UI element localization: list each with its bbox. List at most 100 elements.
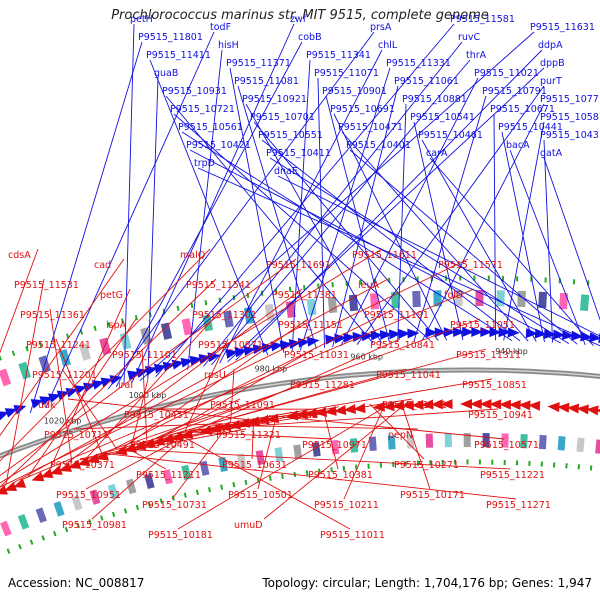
composition-box-outer — [18, 361, 32, 380]
forward-leader-line — [261, 139, 521, 342]
forward-leader-line — [503, 121, 545, 341]
reverse-leader-line — [64, 288, 303, 466]
green-marker — [232, 482, 236, 488]
green-marker — [76, 522, 80, 529]
reverse-leader-line — [343, 402, 386, 500]
green-marker — [487, 275, 490, 281]
reverse-gene-label: P9515_10731 — [142, 500, 207, 511]
reverse-gene-label: P9515_11381 — [272, 290, 337, 301]
forward-gene-label: P9515_10461 — [418, 130, 483, 141]
green-marker — [207, 487, 212, 493]
reverse-leader-line — [12, 278, 389, 484]
green-marker — [318, 468, 321, 474]
reverse-gene-label: P9515_11051 — [450, 320, 515, 331]
reverse-gene-label: udk — [38, 400, 56, 411]
forward-gene-arrow — [443, 327, 456, 338]
forward-gene-arrow — [407, 328, 420, 339]
reverse-gene-label: P9515_10211 — [314, 500, 379, 511]
composition-box-outer — [99, 337, 112, 356]
reverse-leader-line — [263, 401, 409, 520]
reverse-gene-label: P9515_11221 — [480, 470, 545, 481]
reverse-leader-line — [108, 308, 395, 452]
forward-gene-label: P9515_10471 — [338, 122, 403, 133]
reverse-gene-label: cad — [94, 260, 111, 271]
reverse-gene-label: P9515_11611 — [352, 250, 417, 261]
green-marker — [6, 548, 11, 554]
reverse-leader-line — [176, 433, 351, 530]
reverse-leader-line — [0, 248, 383, 484]
forward-leader-line — [107, 31, 375, 390]
forward-gene-arrow — [225, 348, 239, 359]
reverse-gene-label: cdsA — [8, 250, 31, 261]
forward-leader-line — [45, 31, 215, 408]
forward-gene-arrow — [552, 329, 566, 340]
green-marker — [552, 462, 556, 468]
reverse-gene-label: P9515_11041 — [376, 370, 441, 381]
forward-gene-label: P9515_11061 — [394, 76, 459, 87]
reverse-gene-label: malQ — [180, 250, 205, 261]
forward-leader-line — [211, 59, 471, 366]
forward-leader-line — [397, 103, 407, 342]
forward-gene-arrow — [453, 327, 466, 338]
reverse-gene-arrow — [489, 399, 502, 410]
forward-leader-line — [349, 149, 578, 345]
reverse-gene-arrow — [353, 403, 366, 414]
green-marker — [64, 526, 69, 533]
green-marker — [379, 462, 383, 468]
kbp-tick-label: 1000 kbp — [129, 391, 167, 400]
reverse-gene-arrow — [557, 402, 570, 413]
forward-gene-label: P9515_10921 — [242, 94, 307, 105]
green-marker — [429, 460, 432, 466]
forward-gene-label: P9515_10421 — [186, 140, 251, 151]
reverse-leader-line — [215, 424, 419, 430]
green-marker — [572, 279, 576, 285]
composition-box-inner — [0, 520, 12, 537]
green-marker — [589, 465, 593, 471]
forward-gene-arrow — [507, 327, 520, 338]
forward-leader-line — [421, 103, 545, 342]
reverse-leader-line — [94, 378, 321, 456]
forward-gene-arrow — [462, 327, 475, 338]
composition-box-inner — [107, 483, 119, 500]
forward-gene-label: P9515_10881 — [402, 94, 467, 105]
composition-box-outer — [559, 292, 569, 310]
forward-gene-arrow — [398, 328, 411, 339]
green-marker — [305, 470, 309, 476]
forward-gene-label: petH — [130, 14, 153, 25]
green-marker — [18, 544, 22, 550]
composition-box-outer — [223, 310, 234, 328]
composition-box-outer — [348, 294, 359, 312]
reverse-gene-arrow — [324, 405, 337, 416]
reverse-gene-label: P9515_10951 — [56, 490, 121, 501]
reverse-gene-label: P9515_11531 — [14, 280, 79, 291]
forward-gene-arrow — [352, 332, 365, 342]
reverse-gene-label: btuE — [296, 410, 318, 421]
reverse-gene-label: P9515_10631 — [222, 460, 287, 471]
reverse-gene-label: P9515_11571 — [438, 260, 503, 271]
green-marker — [107, 321, 111, 328]
reverse-gene-label: P9515_10501 — [228, 490, 293, 501]
forward-gene-label: prsA — [370, 22, 392, 33]
composition-box-inner — [89, 489, 101, 505]
reverse-gene-arrow — [31, 471, 45, 482]
composition-box-inner — [181, 464, 192, 481]
reverse-gene-arrow — [498, 399, 512, 410]
kbp-tick-label: 960 kbp — [350, 352, 383, 361]
green-marker — [367, 463, 370, 469]
forward-leader-line — [317, 77, 325, 348]
forward-gene-label: P9515_10791 — [482, 86, 547, 97]
reverse-leader-line — [251, 418, 255, 460]
composition-box-inner — [293, 444, 303, 460]
forward-gene-label: zwf — [290, 14, 307, 25]
forward-gene-label: trpD — [194, 158, 215, 169]
reverse-leader-line — [49, 308, 73, 463]
green-marker — [466, 459, 469, 465]
forward-gene-label: P9515_10691 — [330, 104, 395, 115]
reverse-gene-arrow — [68, 459, 82, 469]
forward-gene-label: P9515_10671 — [490, 104, 555, 115]
forward-leader-line — [115, 41, 303, 388]
forward-gene-label: P9515_11341 — [306, 50, 371, 61]
forward-leader-line — [269, 157, 570, 344]
reverse-gene-label: P9515_10571 — [474, 440, 539, 451]
green-marker — [501, 275, 505, 281]
